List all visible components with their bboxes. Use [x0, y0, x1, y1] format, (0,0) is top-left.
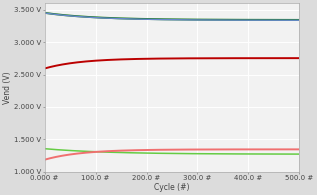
Y-axis label: Vend (V): Vend (V)	[3, 71, 12, 104]
X-axis label: Cycle (#): Cycle (#)	[154, 183, 190, 191]
